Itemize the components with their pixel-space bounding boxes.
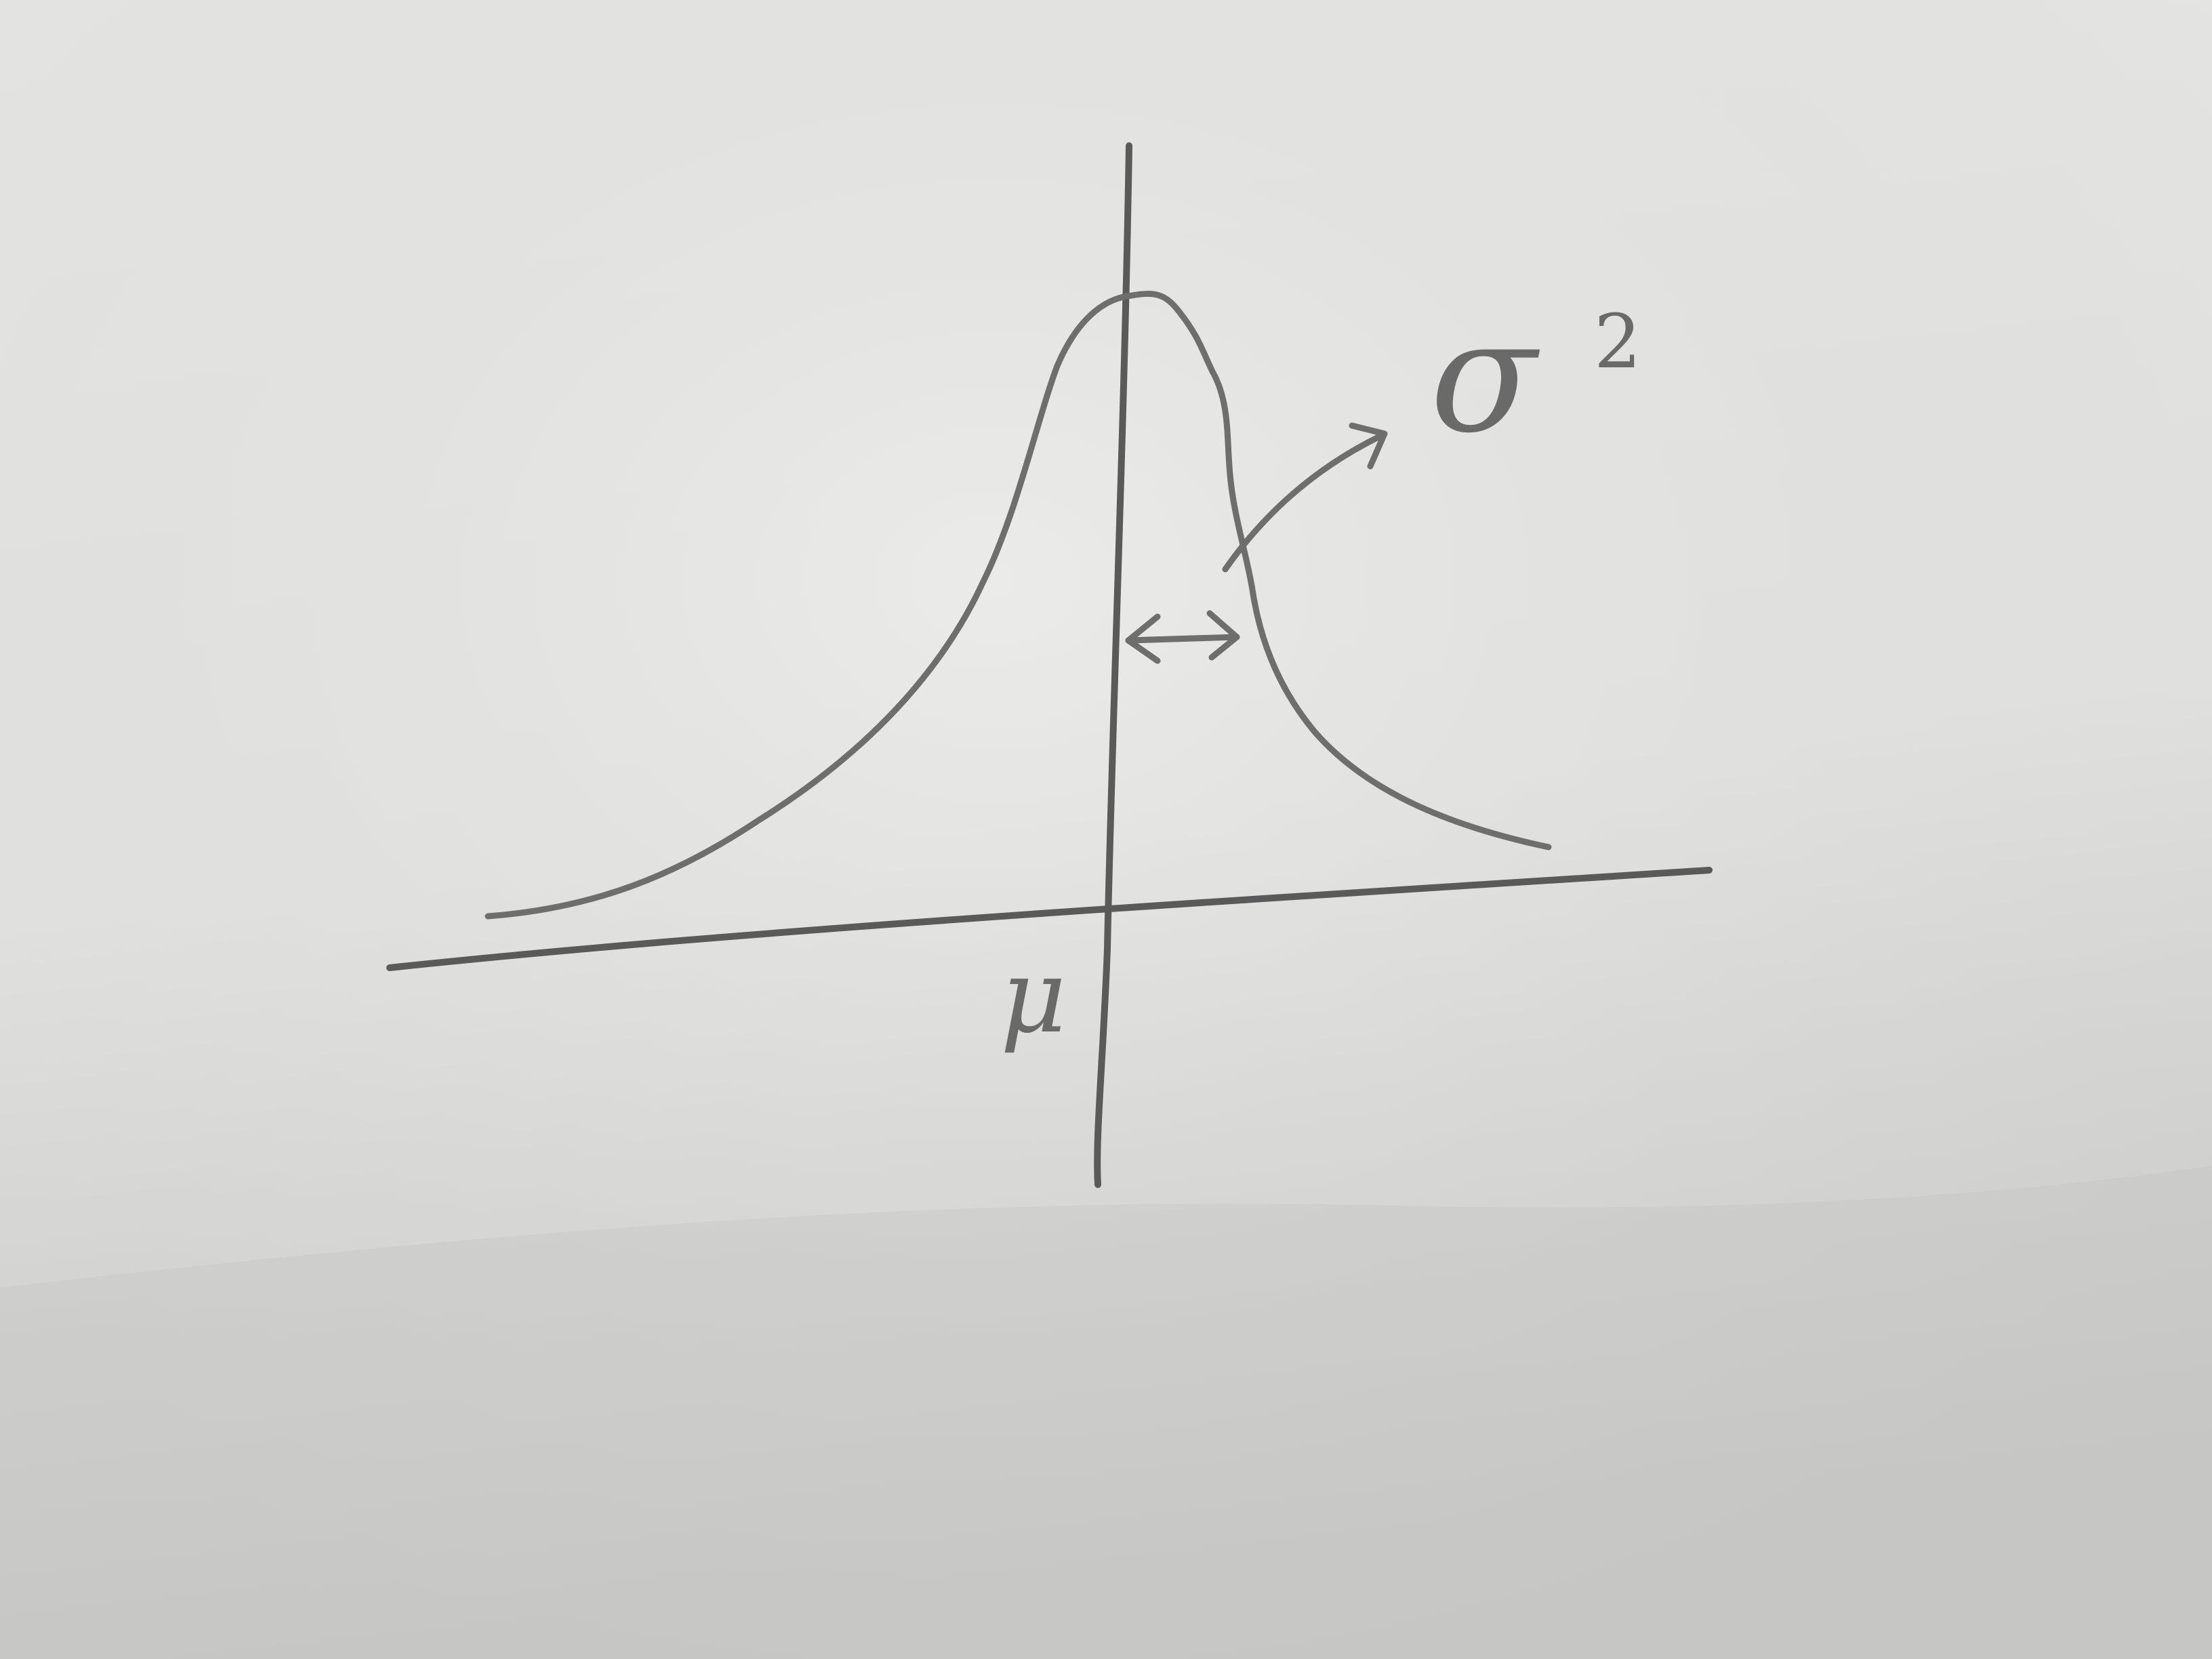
y-axis-line	[1094, 142, 1132, 1188]
width-double-arrow-shaft	[1125, 634, 1240, 644]
sigma-label: σ	[1430, 287, 1540, 468]
sigma-exponent-label: 2	[1594, 298, 1641, 385]
bell-curve-line	[485, 291, 1552, 920]
mu-label: μ	[1000, 938, 1067, 1056]
sigma-pointer-arrowhead	[1349, 422, 1388, 470]
camera-shadow	[0, 1166, 2212, 1659]
width-arrowhead-left	[1125, 613, 1161, 664]
width-arrowhead-right	[1206, 610, 1240, 661]
sigma-pointer-arrow	[1222, 432, 1386, 573]
x-axis-line	[386, 867, 1713, 971]
